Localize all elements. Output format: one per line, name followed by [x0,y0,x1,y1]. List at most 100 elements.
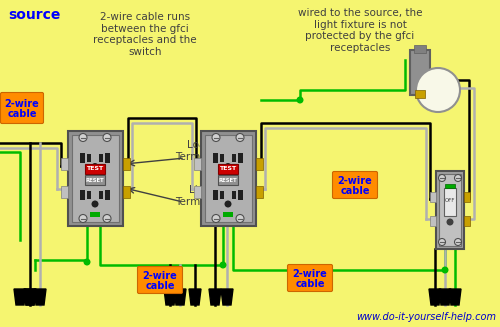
Circle shape [220,262,226,268]
Polygon shape [221,289,233,305]
Text: TEST: TEST [220,166,236,171]
Polygon shape [164,289,176,305]
Bar [213,152,218,163]
Bar [204,134,252,221]
Bar [85,164,105,174]
Circle shape [92,163,98,170]
Bar [213,190,218,200]
Circle shape [79,133,87,142]
Bar [436,171,464,249]
Bar [80,152,85,163]
Bar [194,158,200,170]
Text: 2-wire: 2-wire [292,269,328,279]
Text: www.do-it-yourself-help.com: www.do-it-yourself-help.com [356,312,496,322]
Circle shape [416,68,460,112]
Circle shape [454,175,462,181]
Text: Line
Terminals: Line Terminals [175,185,225,207]
Text: cable: cable [7,109,37,119]
Bar [220,153,224,162]
Polygon shape [449,289,461,305]
Bar [220,191,224,199]
Text: cable: cable [145,281,175,291]
Circle shape [92,200,98,208]
Bar [90,212,100,216]
Text: RESET: RESET [218,178,238,182]
Polygon shape [439,289,451,305]
FancyBboxPatch shape [332,171,378,198]
Text: OFF: OFF [445,198,455,202]
Circle shape [446,218,454,226]
Polygon shape [14,289,26,305]
FancyBboxPatch shape [138,267,182,294]
Bar [464,216,470,226]
Polygon shape [174,289,186,305]
Bar [218,175,238,185]
Bar [445,184,455,188]
Circle shape [224,200,232,208]
Bar [256,158,262,170]
Bar [439,174,461,246]
Circle shape [84,259,90,266]
Bar [200,130,256,226]
Circle shape [103,133,111,142]
Bar [60,186,68,198]
Bar [464,192,470,202]
Text: source: source [8,8,60,22]
Circle shape [296,96,304,104]
Circle shape [442,267,448,273]
Bar [68,130,122,226]
Circle shape [438,175,446,181]
Bar [60,158,68,170]
Polygon shape [189,289,201,305]
Bar [414,45,426,53]
Bar [218,164,238,174]
Bar [430,216,436,226]
FancyBboxPatch shape [288,265,333,291]
Bar [122,186,130,198]
Bar [87,153,91,162]
Bar [444,188,456,216]
Bar [85,175,105,185]
Circle shape [212,215,220,222]
Bar [256,186,262,198]
Circle shape [224,163,232,170]
Circle shape [454,238,462,246]
Text: 2-wire: 2-wire [338,176,372,186]
Bar [232,191,236,199]
Bar [80,190,85,200]
Bar [238,190,243,200]
Polygon shape [34,289,46,305]
Polygon shape [209,289,221,305]
Polygon shape [429,289,441,305]
Bar [99,191,103,199]
Bar [232,153,236,162]
Circle shape [103,215,111,222]
Text: cable: cable [295,279,325,289]
Bar [105,152,110,163]
Circle shape [236,215,244,222]
Bar [430,192,436,202]
Bar [72,134,118,221]
Bar [223,212,233,216]
FancyBboxPatch shape [0,93,44,124]
Circle shape [212,133,220,142]
Text: 2-wire cable runs
between the gfci
receptacles and the
switch: 2-wire cable runs between the gfci recep… [93,12,197,57]
Text: 2-wire: 2-wire [4,99,40,109]
Text: Load
Terminals: Load Terminals [175,140,225,162]
Circle shape [438,238,446,246]
Bar [238,152,243,163]
Bar [99,153,103,162]
Bar [122,158,130,170]
Bar [415,90,425,98]
Text: TEST: TEST [86,166,104,171]
Bar [194,186,200,198]
Circle shape [79,215,87,222]
Bar [87,191,91,199]
Text: RESET: RESET [86,178,104,182]
Bar [105,190,110,200]
Polygon shape [24,289,36,305]
Text: cable: cable [340,186,370,196]
Text: 2-wire: 2-wire [142,271,178,281]
Text: wired to the source, the
light fixture is not
protected by the gfci
receptacles: wired to the source, the light fixture i… [298,8,422,53]
Bar [410,50,430,95]
